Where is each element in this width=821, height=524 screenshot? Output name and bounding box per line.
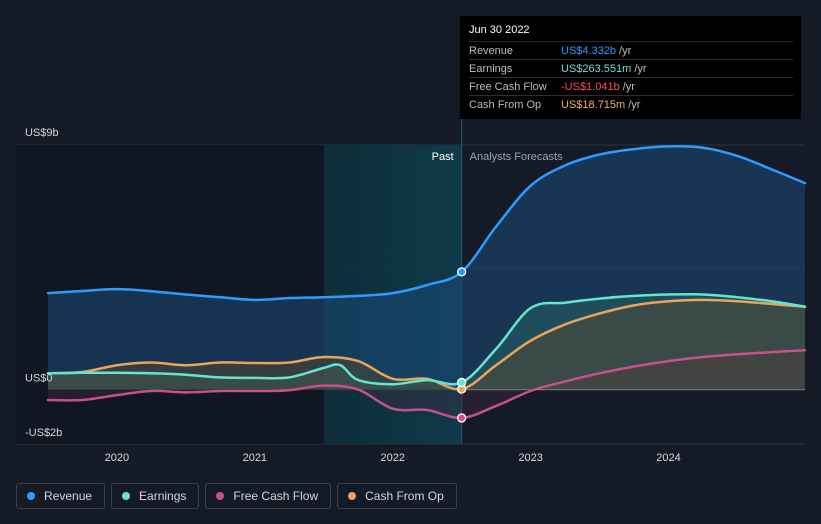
revenue-area [48, 146, 805, 390]
forecast-label: Analysts Forecasts [470, 151, 563, 163]
data-tooltip: Jun 30 2022 Revenue US$4.332b/yr Earnings U… [460, 16, 801, 119]
tooltip-unit: /yr [622, 80, 635, 93]
cfo-line [46, 298, 807, 391]
legend-label: Earnings [139, 489, 187, 503]
tooltip-value: US$4.332b [561, 44, 617, 57]
tooltip-row: Revenue US$4.332b/yr [469, 41, 793, 59]
revenue-marker [457, 267, 467, 277]
tooltip-row: Earnings US$263.551m/yr [469, 59, 793, 77]
tooltip-label: Revenue [469, 44, 514, 57]
legend-dot-icon [122, 492, 131, 500]
y-label-bottom: -US$2b [25, 427, 62, 439]
tooltip-value: -US$1.041b [561, 80, 620, 93]
legend-label: Cash From Op [365, 489, 444, 503]
legend-item-cash-from-op[interactable]: Cash From Op [337, 483, 457, 509]
tooltip-value: US$18.715m [561, 98, 626, 111]
x-tick-2020: 2020 [105, 452, 129, 464]
legend-label: Free Cash Flow [233, 489, 319, 503]
tooltip-date: Jun 30 2022 [469, 24, 530, 36]
cfo-area [48, 299, 805, 390]
series-lines [46, 145, 807, 420]
legend-dot-icon [27, 492, 35, 500]
tooltip-row: Free Cash Flow -US$1.041b/yr [469, 77, 793, 95]
tooltip-label: Cash From Op [469, 98, 542, 111]
legend-dot-icon [216, 492, 225, 500]
x-tick-2021: 2021 [243, 452, 267, 464]
fcf-line [46, 348, 807, 420]
y-label-top: US$9b [25, 127, 59, 139]
legend-item-free-cash-flow[interactable]: Free Cash Flow [205, 483, 332, 509]
tooltip-label: Free Cash Flow [469, 80, 547, 93]
tooltip-row: Cash From Op US$18.715m/yr [469, 95, 793, 113]
earnings-area [48, 294, 805, 390]
y-label-zero: US$0 [25, 373, 53, 385]
earnings-marker [457, 377, 467, 388]
legend-label: Revenue [44, 489, 93, 503]
legend-dot-icon [348, 492, 357, 500]
revenue-line [46, 145, 807, 302]
legend-item-revenue[interactable]: Revenue [16, 483, 106, 509]
x-tick-2022: 2022 [380, 452, 404, 464]
fcf-marker [457, 413, 467, 423]
x-tick-2024: 2024 [656, 452, 680, 464]
chart-axes: US$9b US$0 -US$2b 2020 2021 2022 2023 2024 Past A… [25, 127, 681, 464]
series-markers [457, 267, 467, 423]
x-tick-2023: 2023 [518, 452, 542, 464]
tooltip-value: US$263.551m [561, 62, 632, 75]
past-label: Past [432, 151, 454, 163]
earnings-line [46, 292, 807, 386]
series-areas [48, 146, 805, 418]
legend-item-earnings[interactable]: Earnings [111, 483, 200, 509]
fcf-area [48, 350, 805, 418]
tooltip-label: Earnings [469, 62, 513, 75]
tooltip-unit: /yr [628, 98, 641, 111]
chart-legend: Revenue Earnings Free Cash Flow Cash From O… [16, 483, 457, 509]
tooltip-unit: /yr [619, 44, 632, 57]
tooltip-unit: /yr [634, 62, 647, 75]
